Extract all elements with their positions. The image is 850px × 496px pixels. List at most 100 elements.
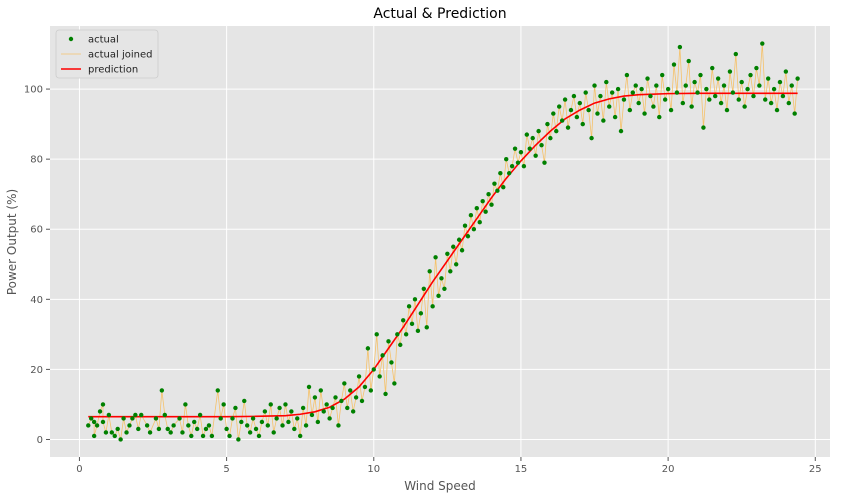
data-point-actual — [777, 79, 783, 85]
x-tick-label: 0 — [76, 464, 82, 475]
data-point-actual — [674, 90, 680, 95]
data-point-actual — [586, 107, 591, 113]
data-point-actual — [468, 213, 474, 218]
data-point-actual — [609, 90, 615, 95]
data-point-actual — [250, 416, 256, 421]
data-point-actual — [392, 381, 397, 386]
data-point-actual — [462, 223, 468, 228]
data-point-actual — [315, 419, 321, 425]
data-point-actual — [542, 160, 547, 165]
data-point-actual — [751, 93, 756, 99]
data-point-actual — [206, 423, 212, 428]
data-point-actual — [350, 409, 356, 414]
data-point-actual — [353, 395, 359, 400]
data-point-actual — [451, 244, 456, 249]
data-point-actual — [345, 405, 350, 411]
data-point-actual — [695, 90, 700, 95]
data-point-actual — [642, 111, 647, 116]
data-point-actual — [268, 402, 273, 407]
data-point-actual — [259, 419, 265, 425]
data-point-actual — [665, 86, 671, 92]
data-point-actual — [306, 384, 312, 390]
data-point-actual — [121, 416, 126, 421]
data-point-actual — [265, 423, 271, 428]
data-point-actual — [768, 100, 774, 106]
data-point-actual — [365, 346, 371, 351]
data-point-actual — [730, 90, 736, 95]
x-tick-label: 10 — [367, 464, 380, 475]
data-point-actual — [133, 412, 138, 418]
data-point-actual — [97, 409, 103, 414]
data-point-actual — [162, 412, 167, 418]
data-point-actual — [215, 388, 220, 393]
data-point-actual — [692, 79, 697, 85]
data-point-actual — [115, 426, 120, 432]
data-point-actual — [704, 86, 709, 92]
data-point-actual — [112, 433, 117, 439]
data-point-actual — [177, 416, 182, 421]
data-point-actual — [780, 93, 786, 99]
data-point-actual — [239, 419, 244, 425]
data-point-actual — [480, 199, 485, 204]
data-point-actual — [230, 416, 235, 421]
data-point-actual — [648, 93, 653, 99]
data-point-actual — [565, 125, 571, 130]
data-point-actual — [130, 416, 135, 421]
data-point-actual — [183, 402, 188, 407]
data-point-actual — [465, 234, 471, 239]
data-point-actual — [612, 114, 618, 120]
series-line-prediction — [88, 92, 798, 418]
data-point-actual — [683, 83, 688, 88]
data-point-actual — [398, 342, 403, 348]
data-point-actual — [686, 58, 691, 64]
data-point-actual — [701, 125, 706, 130]
data-point-actual — [774, 107, 780, 113]
data-point-actual — [327, 416, 332, 421]
y-tick-label: 40 — [30, 295, 43, 306]
data-point-actual — [786, 100, 791, 106]
x-tick-label: 20 — [662, 464, 675, 475]
data-point-actual — [521, 163, 527, 169]
data-point-actual — [633, 83, 638, 88]
data-point-actual — [236, 437, 241, 442]
data-point-actual — [557, 104, 562, 109]
data-point-actual — [383, 391, 388, 397]
legend-label-actual: actual — [88, 35, 119, 46]
legend-label-actual-joined: actual joined — [88, 50, 152, 61]
data-point-actual — [456, 237, 462, 242]
data-point-actual — [203, 426, 209, 432]
data-point-actual — [362, 384, 368, 390]
data-point-actual — [748, 72, 753, 78]
data-point-actual — [189, 433, 194, 439]
data-point-actual — [721, 83, 727, 88]
data-point-actual — [539, 142, 544, 148]
data-point-actual — [645, 76, 650, 81]
data-point-actual — [789, 83, 794, 88]
data-point-actual — [651, 104, 656, 109]
data-point-actual — [710, 65, 715, 71]
data-point-actual — [574, 114, 580, 120]
data-point-actual — [757, 83, 762, 88]
data-point-actual — [395, 332, 400, 337]
data-point-actual — [348, 388, 353, 393]
data-point-actual — [233, 405, 238, 411]
data-point-actual — [727, 69, 733, 74]
data-point-actual — [86, 423, 91, 428]
data-point-actual — [371, 367, 376, 372]
data-point-actual — [627, 107, 633, 113]
data-point-actual — [415, 328, 421, 334]
data-point-actual — [333, 395, 338, 400]
data-point-actual — [289, 409, 294, 414]
chart-title: Actual & Prediction — [373, 6, 506, 22]
data-point-actual — [303, 423, 309, 428]
data-point-actual — [200, 433, 206, 439]
data-point-actual — [554, 128, 559, 134]
data-point-actual — [412, 297, 418, 302]
data-point-actual — [677, 44, 683, 50]
data-point-actual — [224, 426, 229, 432]
data-point-actual — [295, 416, 300, 421]
data-point-actual — [100, 419, 106, 425]
plot-background — [50, 26, 830, 457]
data-point-actual — [512, 146, 518, 151]
data-point-actual — [139, 412, 144, 418]
